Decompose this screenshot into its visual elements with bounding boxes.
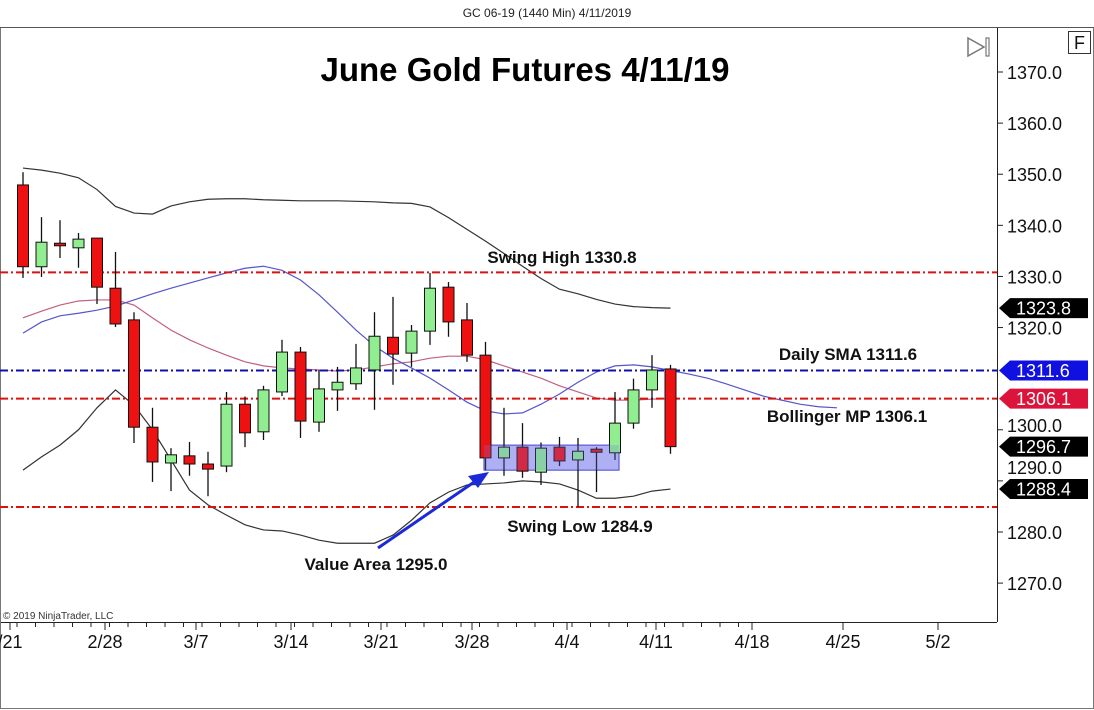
candle-body-3/27 bbox=[461, 319, 473, 356]
y-tick-label: 1280.0 bbox=[1007, 523, 1062, 543]
candle-body-3/22 bbox=[405, 330, 418, 354]
candle-body-3/13 bbox=[276, 351, 288, 393]
price-badge-1 bbox=[999, 360, 1088, 381]
value-area-overlay bbox=[484, 445, 619, 471]
y-tick-label: 1350.0 bbox=[1007, 165, 1062, 185]
arrow-head-icon bbox=[468, 472, 489, 488]
x-tick-label: 3/28 bbox=[454, 632, 489, 652]
y-tick-label: 1330.0 bbox=[1007, 267, 1062, 287]
candle-body-3/5 bbox=[165, 454, 177, 464]
copyright-text: © 2019 NinjaTrader, LLC bbox=[3, 611, 113, 622]
candle-body-4/4 bbox=[572, 450, 584, 461]
price-badge-label-3: 1296.7 bbox=[1016, 437, 1071, 457]
chart-title: June Gold Futures 4/11/19 bbox=[321, 51, 730, 88]
candle-body-2/22 bbox=[35, 241, 48, 268]
candle-body-3/15 bbox=[313, 388, 325, 423]
candle-body-3/12 bbox=[257, 389, 270, 433]
level-label-1: Daily SMA 1311.6 bbox=[779, 345, 917, 364]
candle-body-3/8 bbox=[220, 403, 233, 467]
price-badge-4 bbox=[999, 479, 1088, 500]
f-button[interactable] bbox=[1068, 31, 1091, 54]
price-badge-0 bbox=[999, 298, 1088, 319]
candle-body-3/18 bbox=[331, 381, 344, 391]
candle-body-2/25 bbox=[54, 242, 66, 247]
skip-to-end-bar-icon[interactable] bbox=[985, 37, 990, 57]
x-tick-label: 3/21 bbox=[363, 632, 398, 652]
x-tick-label: 4/18 bbox=[734, 632, 769, 652]
candle-body-3/14 bbox=[294, 351, 307, 422]
candle-body-3/6 bbox=[183, 455, 196, 465]
candle-body-3/29 bbox=[498, 446, 510, 459]
value-area-arrow bbox=[377, 476, 481, 550]
price-badge-label-4: 1288.4 bbox=[1016, 480, 1071, 500]
candle-body-3/1 bbox=[128, 319, 140, 428]
price-badge-2 bbox=[999, 388, 1088, 409]
y-tick-label: 1340.0 bbox=[1007, 216, 1062, 236]
candle-body-4/3 bbox=[553, 446, 566, 462]
candle-body-4/5 bbox=[590, 448, 603, 453]
value-area-label: Value Area 1295.0 bbox=[304, 555, 447, 574]
candle-body-4/8 bbox=[609, 422, 621, 454]
candle-body-4/11 bbox=[664, 368, 677, 448]
level-label-0: Swing High 1330.8 bbox=[487, 248, 636, 267]
y-tick-label: 1290.0 bbox=[1007, 458, 1062, 478]
price-badge-3 bbox=[999, 436, 1088, 457]
candle-body-3/19 bbox=[350, 367, 362, 385]
candle-body-2/21 bbox=[17, 184, 29, 268]
x-tick-label: /21 bbox=[0, 632, 23, 652]
price-badge-label-2: 1306.1 bbox=[1016, 389, 1071, 409]
price-badge-label-1: 1311.6 bbox=[1016, 361, 1070, 381]
candle-body-2/28 bbox=[109, 287, 122, 325]
bollinger-middle-band bbox=[22, 299, 671, 401]
x-tick-label: 3/14 bbox=[273, 632, 308, 652]
x-tick-label: 4/4 bbox=[554, 632, 579, 652]
skip-to-end-icon[interactable] bbox=[967, 36, 986, 58]
y-tick-label: 1320.0 bbox=[1007, 319, 1062, 339]
y-tick-label: 1360.0 bbox=[1007, 114, 1062, 134]
candle-body-3/25 bbox=[424, 287, 436, 332]
window-title: GC 06-19 (1440 Min) 4/11/2019 bbox=[462, 6, 632, 20]
candle-body-2/27 bbox=[91, 237, 103, 288]
candle-body-3/26 bbox=[442, 286, 455, 323]
candle-body-3/11 bbox=[239, 403, 251, 434]
f-button-label[interactable]: F bbox=[1074, 33, 1085, 53]
candle-body-3/28 bbox=[479, 354, 492, 459]
candle-body-4/2 bbox=[535, 447, 547, 473]
level-label-2: Bollinger MP 1306.1 bbox=[767, 407, 927, 426]
candle-body-3/4 bbox=[146, 426, 159, 463]
upper-bollinger-band bbox=[22, 167, 671, 309]
x-tick-label: 5/2 bbox=[925, 632, 950, 652]
y-tick-label: 1370.0 bbox=[1007, 63, 1062, 83]
price-badge-label-0: 1323.8 bbox=[1016, 299, 1071, 319]
x-tick-label: 3/7 bbox=[183, 632, 208, 652]
y-tick-label: 1270.0 bbox=[1007, 574, 1062, 594]
candle-body-3/20 bbox=[368, 335, 381, 371]
candle-body-4/1 bbox=[516, 446, 529, 472]
x-tick-label: 4/25 bbox=[825, 632, 860, 652]
candle-body-4/9 bbox=[627, 389, 640, 424]
x-tick-label: 2/28 bbox=[87, 632, 122, 652]
y-tick-label: 1300.0 bbox=[1007, 416, 1062, 436]
x-tick-label: 4/11 bbox=[639, 632, 673, 652]
level-label-3: Swing Low 1284.9 bbox=[507, 517, 653, 536]
candle-body-2/26 bbox=[72, 238, 85, 249]
candle-body-4/10 bbox=[646, 369, 658, 391]
blue-moving-average-line bbox=[22, 265, 838, 415]
candle-body-3/7 bbox=[202, 463, 214, 470]
candle-body-3/21 bbox=[387, 336, 399, 355]
